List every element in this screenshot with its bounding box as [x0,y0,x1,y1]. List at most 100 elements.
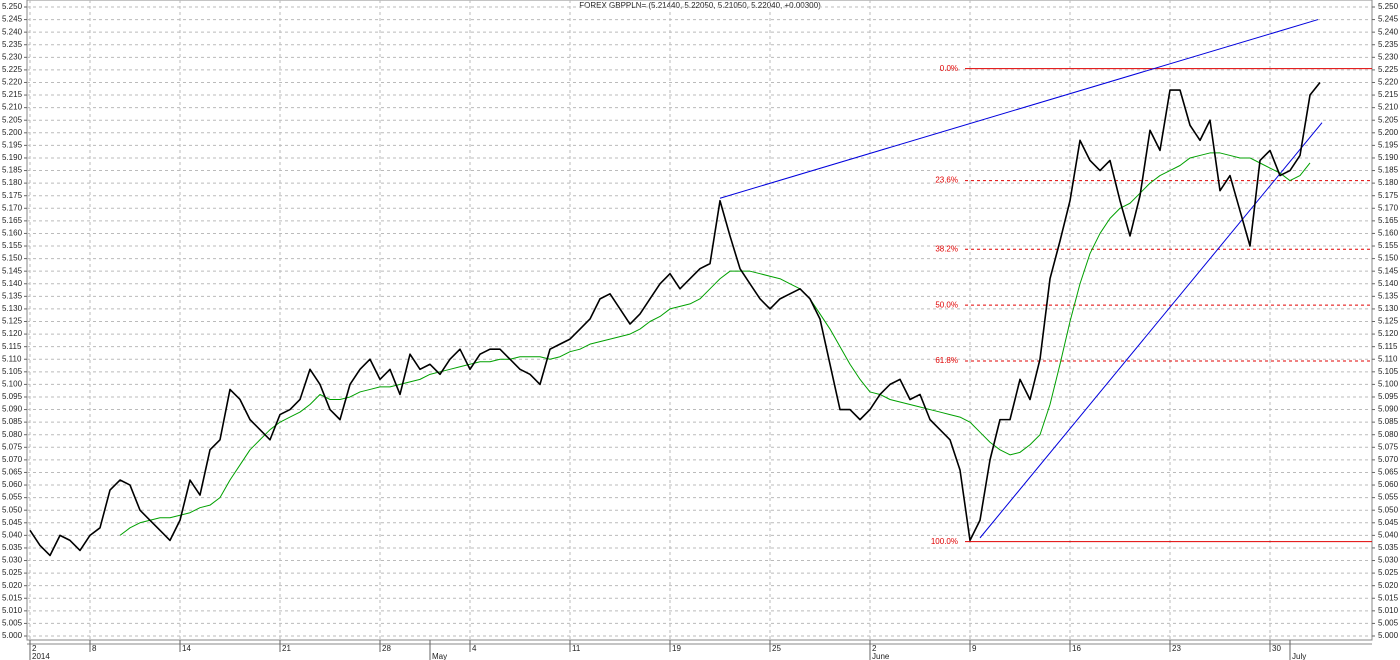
x-tick-label: 8 [92,644,97,653]
y-tick-label: 5.095 [2,392,23,401]
y-tick-label: 5.240 [2,27,23,36]
y-tick-label: 5.015 [2,593,23,602]
y-tick-label: 5.080 [1378,430,1399,439]
y-tick-label: 5.165 [2,216,23,225]
y-tick-label: 5.075 [2,442,23,451]
x-tick-label: 21 [282,644,291,653]
y-tick-label: 5.245 [2,15,23,24]
plot-frame [26,0,1373,641]
y-tick-label: 5.125 [1378,317,1399,326]
y-tick-label: 5.180 [2,178,23,187]
y-tick-label: 5.005 [1378,619,1399,628]
y-tick-label: 5.120 [1378,329,1399,338]
y-tick-label: 5.085 [2,417,23,426]
y-tick-label: 5.230 [1378,52,1399,61]
y-tick-label: 5.115 [1378,342,1398,351]
y-tick-label: 5.185 [2,166,23,175]
y-tick-label: 5.165 [1378,216,1399,225]
y-tick-label: 5.085 [1378,417,1399,426]
fib-label: 38.2% [935,244,958,253]
x-tick-label: 19 [672,644,681,653]
y-tick-label: 5.135 [2,291,23,300]
x-tick-label: 30 [1272,644,1281,653]
fib-label: 100.0% [931,537,958,546]
y-tick-label: 5.035 [2,543,23,552]
y-tick-label: 5.090 [1378,405,1399,414]
y-tick-label: 5.230 [2,52,23,61]
y-tick-label: 5.070 [2,455,23,464]
y-tick-label: 5.090 [2,405,23,414]
y-tick-label: 5.150 [2,254,23,263]
y-tick-label: 5.225 [1378,65,1399,74]
y-tick-label: 5.225 [2,65,23,74]
y-tick-label: 5.175 [2,191,23,200]
fib-label: 61.8% [935,356,958,365]
y-tick-label: 5.195 [2,140,23,149]
y-tick-label: 5.110 [1378,354,1398,363]
y-tick-label: 5.070 [1378,455,1399,464]
month-label: July [1292,652,1306,660]
y-tick-label: 5.050 [2,505,23,514]
y-tick-label: 5.095 [1378,392,1399,401]
y-tick-label: 5.140 [1378,279,1399,288]
y-tick-label: 5.215 [2,90,23,99]
month-label: June [872,652,890,660]
y-tick-label: 5.240 [1378,27,1399,36]
y-tick-label: 5.100 [1378,380,1399,389]
y-tick-label: 5.170 [1378,203,1399,212]
y-tick-label: 5.015 [1378,593,1399,602]
y-tick-label: 5.100 [2,380,23,389]
y-tick-label: 5.150 [1378,254,1399,263]
y-tick-label: 5.160 [1378,229,1399,238]
x-tick-label: 2 [32,644,37,653]
x-tick-label: 9 [972,644,977,653]
y-tick-label: 5.030 [1378,556,1399,565]
y-tick-label: 5.000 [2,631,23,640]
fib-label: 0.0% [940,64,958,73]
x-tick-label: 28 [382,644,391,653]
y-tick-label: 5.060 [2,480,23,489]
y-tick-label: 5.140 [2,279,23,288]
y-tick-label: 5.020 [1378,581,1399,590]
y-tick-label: 5.205 [2,115,23,124]
y-tick-label: 5.160 [2,229,23,238]
y-tick-label: 5.075 [1378,442,1399,451]
y-tick-label: 5.020 [2,581,23,590]
price-line [29,81,1321,557]
y-tick-label: 5.025 [2,568,23,577]
y-tick-label: 5.055 [2,493,23,502]
y-tick-label: 5.120 [2,329,23,338]
y-tick-label: 5.055 [1378,493,1399,502]
y-tick-label: 5.105 [2,367,23,376]
y-tick-label: 5.065 [1378,468,1399,477]
month-label: 2014 [32,652,50,660]
y-tick-label: 5.220 [1378,78,1399,87]
y-tick-label: 5.130 [2,304,23,313]
y-tick-label: 5.235 [1378,40,1399,49]
x-tick-label: 4 [472,644,477,653]
y-tick-label: 5.060 [1378,480,1399,489]
y-tick-label: 5.205 [1378,115,1399,124]
y-tick-label: 5.080 [2,430,23,439]
y-tick-label: 5.200 [1378,128,1399,137]
y-tick-label: 5.125 [2,317,23,326]
x-tick-label: 16 [1072,644,1081,653]
x-tick-label: 14 [182,644,191,653]
y-tick-label: 5.035 [1378,543,1399,552]
y-tick-label: 5.180 [1378,178,1399,187]
y-tick-label: 5.065 [2,468,23,477]
y-tick-label: 5.155 [2,241,23,250]
trendline [719,19,1319,199]
trendline [979,122,1323,539]
y-tick-label: 5.005 [2,619,23,628]
y-tick-label: 5.155 [1378,241,1399,250]
y-tick-label: 5.030 [2,556,23,565]
y-tick-label: 5.115 [2,342,22,351]
y-tick-label: 5.235 [2,40,23,49]
x-tick-label: 23 [1172,644,1181,653]
y-tick-label: 5.190 [1378,153,1399,162]
y-tick-label: 5.195 [1378,140,1399,149]
y-tick-label: 5.250 [2,2,23,11]
fib-label: 50.0% [935,300,958,309]
